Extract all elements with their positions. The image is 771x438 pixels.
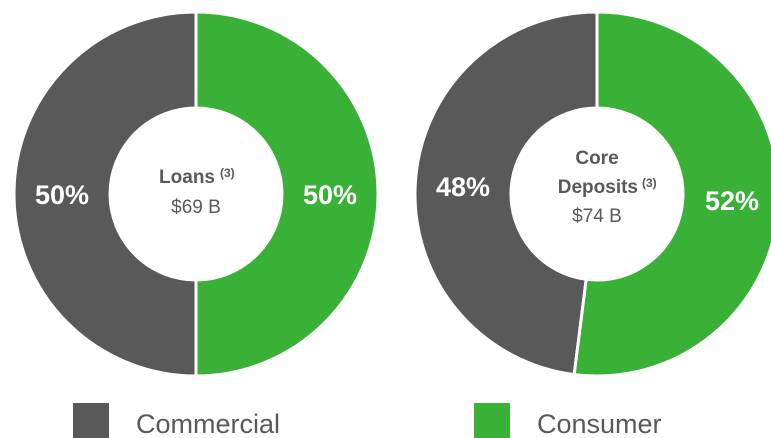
loans-donut: 50% 50% Loans (3) $69 B bbox=[12, 10, 380, 378]
legend-label-commercial: Commercial bbox=[136, 409, 280, 438]
deposits-commercial-label: 48% bbox=[436, 172, 490, 202]
loans-center-value: $69 B bbox=[171, 197, 221, 218]
legend-swatch-commercial bbox=[73, 403, 109, 438]
loans-center-footnote: (3) bbox=[220, 166, 235, 180]
legend-label-consumer: Consumer bbox=[537, 409, 662, 438]
loans-center-title: Loans bbox=[159, 167, 215, 188]
deposits-consumer-slice bbox=[572, 10, 771, 378]
deposits-center-value: $74 B bbox=[572, 206, 622, 227]
loans-consumer-label: 50% bbox=[303, 180, 357, 210]
deposits-consumer-label: 52% bbox=[705, 186, 759, 216]
loans-consumer-slice bbox=[194, 10, 380, 378]
loans-commercial-slice bbox=[12, 10, 198, 378]
legend-swatch-consumer bbox=[474, 403, 510, 438]
core-deposits-donut: 48% 52% Core Deposits (3) $74 B bbox=[413, 10, 771, 378]
loans-commercial-label: 50% bbox=[35, 180, 89, 210]
deposits-commercial-slice bbox=[413, 10, 599, 377]
deposits-center-footnote: (3) bbox=[642, 176, 657, 190]
deposits-center-title-line1: Core bbox=[575, 148, 618, 169]
deposits-center-title-line2: Deposits bbox=[558, 177, 638, 198]
legend: Commercial Consumer bbox=[73, 403, 662, 438]
